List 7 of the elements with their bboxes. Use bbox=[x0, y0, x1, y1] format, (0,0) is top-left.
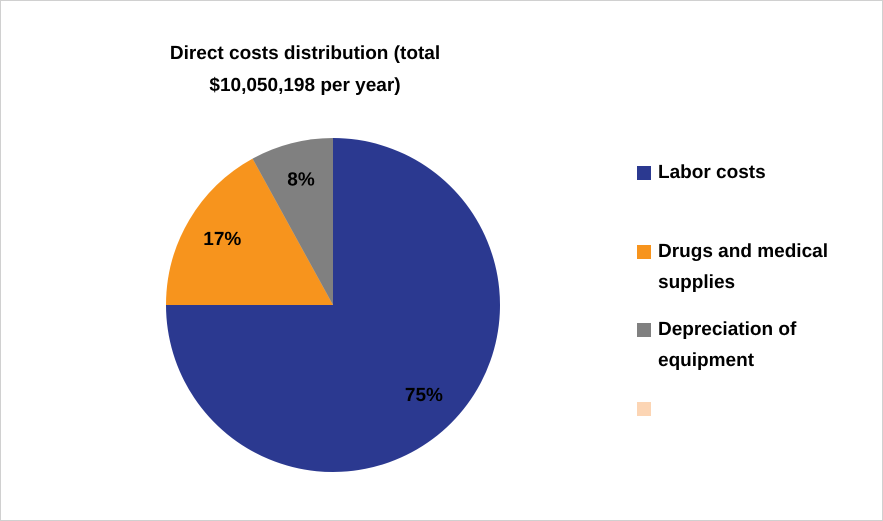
legend-label: Drugs and medical supplies bbox=[658, 240, 829, 295]
chart-title: Direct costs distribution (total $10,050,198 per year) bbox=[168, 42, 442, 98]
data-label: 75% bbox=[404, 385, 444, 406]
data-label: 8% bbox=[287, 170, 315, 191]
legend-label: Depreciation of equipment bbox=[658, 318, 798, 374]
data-label: 17% bbox=[203, 228, 242, 250]
legend-label: Labor costs bbox=[658, 161, 766, 185]
